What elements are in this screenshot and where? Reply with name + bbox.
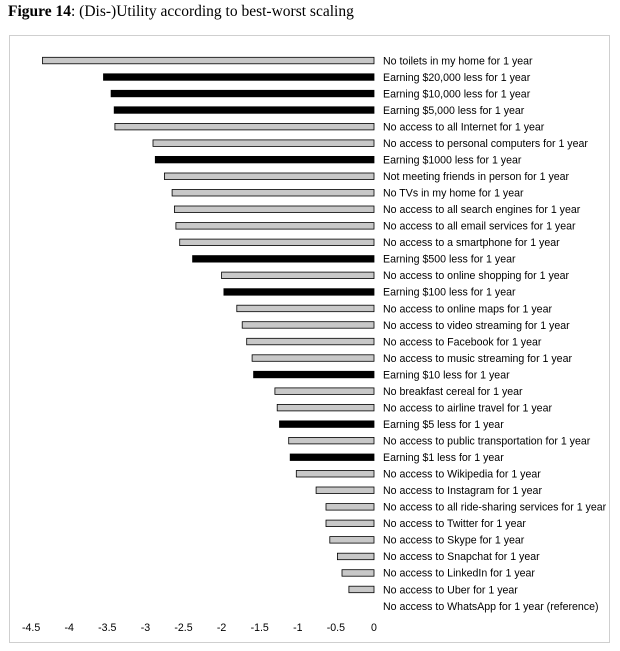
bar-label-8: No TVs in my home for 1 year [383,188,524,200]
bar-label-18: No access to music streaming for 1 year [383,353,572,365]
bar-label-33: No access to WhatsApp for 1 year (refere… [383,601,599,613]
bar-label-22: Earning $5 less for 1 year [383,419,504,431]
bar-14 [223,288,375,296]
bar-label-26: No access to Instagram for 1 year [383,485,542,497]
bar-3 [113,106,375,114]
bar-label-1: Earning $20,000 less for 1 year [383,72,531,84]
bar-label-9: No access to all search engines for 1 ye… [383,204,581,216]
bar-16 [241,321,375,329]
bar-10 [175,222,375,230]
bar-label-29: No access to Skype for 1 year [383,535,525,547]
bar-label-32: No access to Uber for 1 year [383,584,518,596]
bar-label-30: No access to Snapchat for 1 year [383,551,540,563]
bar-19 [253,370,375,379]
x-tick-label-8: -0.5 [327,622,345,634]
bar-label-7: Not meeting friends in person for 1 year [383,171,570,183]
bar-9 [173,205,375,213]
bar-label-16: No access to video streaming for 1 year [383,320,570,332]
bar-28 [325,519,375,527]
bar-21 [276,403,375,412]
x-tick-label-3: -3 [141,622,151,634]
bar-label-14: Earning $100 less for 1 year [383,287,516,299]
x-tick-label-4: -2.5 [174,622,192,634]
bar-24 [289,453,375,461]
bar-7 [163,172,375,180]
bar-30 [336,552,375,561]
figure-caption: Figure 14: (Dis-)Utility according to be… [8,3,354,21]
bar-label-2: Earning $10,000 less for 1 year [383,88,531,100]
bar-29 [329,536,375,544]
bar-18 [251,354,375,362]
bar-13 [221,271,375,280]
bar-label-4: No access to all Internet for 1 year [383,121,545,133]
bar-label-10: No access to all email services for 1 ye… [383,221,576,233]
bar-label-15: No access to online maps for 1 year [383,303,552,315]
bar-8 [171,189,375,197]
bar-4 [114,123,375,131]
bar-26 [315,486,375,494]
bar-27 [325,503,375,511]
bar-32 [348,585,375,594]
x-tick-label-0: -4.5 [22,622,40,634]
bar-label-5: No access to personal computers for 1 ye… [383,138,588,150]
bar-label-23: No access to public transportation for 1… [383,436,591,448]
bar-label-6: Earning $1000 less for 1 year [383,155,522,167]
bar-0 [42,56,375,65]
x-tick-label-7: -1 [293,622,303,634]
figure-label: Figure 14 [8,3,71,20]
bar-label-17: No access to Facebook for 1 year [383,336,542,348]
bar-label-12: Earning $500 less for 1 year [383,254,516,266]
bar-23 [288,436,375,445]
bar-1 [103,73,375,81]
bar-label-19: Earning $10 less for 1 year [383,369,510,381]
bar-label-31: No access to LinkedIn for 1 year [383,568,535,580]
bar-label-21: No access to airline travel for 1 year [383,402,552,414]
x-tick-label-6: -1.5 [251,622,269,634]
bar-label-25: No access to Wikipedia for 1 year [383,469,541,481]
bar-2 [110,89,375,98]
bar-31 [341,569,375,577]
bar-label-24: Earning $1 less for 1 year [383,452,504,464]
bar-11 [179,238,375,247]
bar-12 [192,255,375,263]
bar-label-13: No access to online shopping for 1 year [383,270,570,282]
bar-15 [236,304,375,313]
x-tick-label-5: -2 [217,622,227,634]
bar-label-27: No access to all ride-sharing services f… [383,502,607,514]
bar-20 [274,387,375,395]
bar-label-28: No access to Twitter for 1 year [383,518,526,530]
bar-17 [246,337,375,346]
x-tick-label-2: -3.5 [98,622,116,634]
bar-label-3: Earning $5,000 less for 1 year [383,105,525,117]
bar-label-20: No breakfast cereal for 1 year [383,386,523,398]
figure-title: : (Dis-)Utility according to best-worst … [71,3,354,20]
bar-label-11: No access to a smartphone for 1 year [383,237,560,249]
bar-5 [152,139,375,147]
bar-22 [279,420,375,428]
x-tick-label-9: 0 [371,622,377,634]
bar-label-0: No toilets in my home for 1 year [383,55,533,67]
x-tick-label-1: -4 [64,622,74,634]
bar-25 [295,470,375,478]
bar-6 [154,155,375,164]
